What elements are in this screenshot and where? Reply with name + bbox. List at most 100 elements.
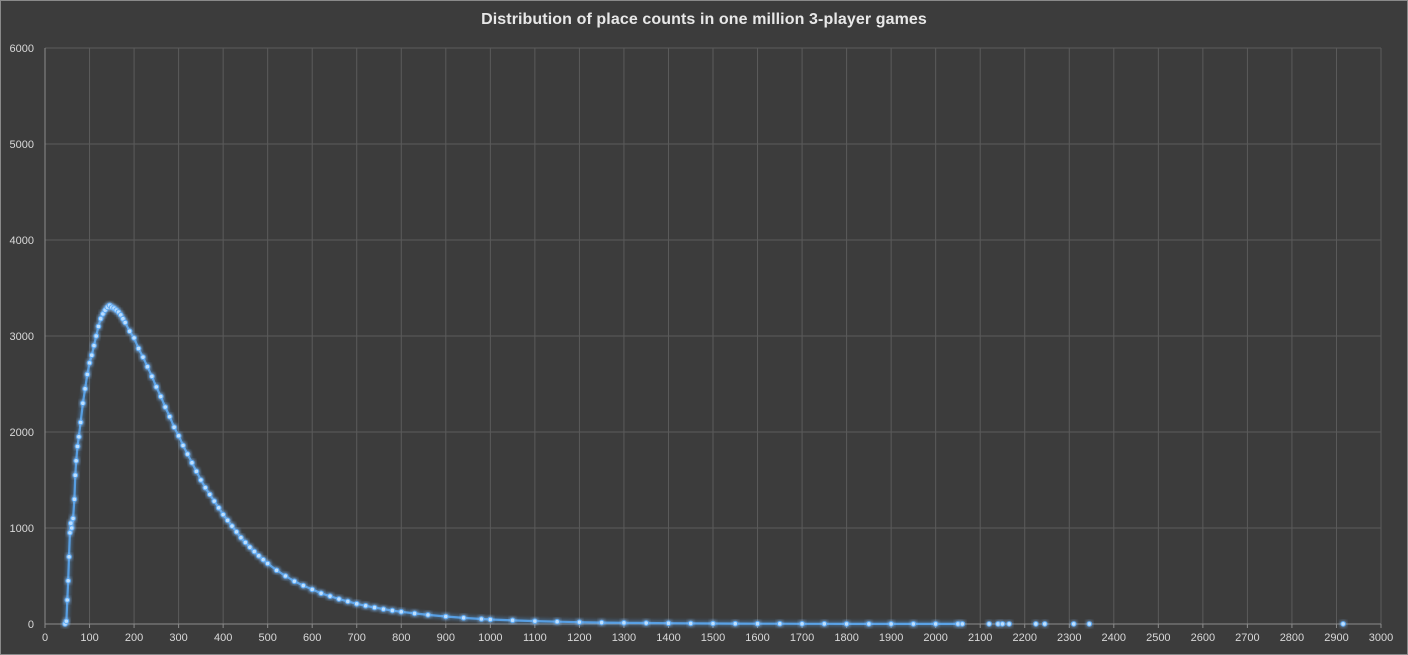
data-point xyxy=(282,573,289,579)
x-tick-label: 2600 xyxy=(1191,632,1215,644)
data-point xyxy=(166,413,173,420)
data-point xyxy=(93,333,100,339)
data-point xyxy=(70,515,76,522)
data-point xyxy=(238,534,244,541)
data-point xyxy=(73,458,79,464)
chart-title: Distribution of place counts in one mill… xyxy=(481,11,927,28)
data-point xyxy=(67,530,73,536)
data-point xyxy=(95,323,102,330)
x-tick-label: 2400 xyxy=(1102,632,1126,644)
data-point xyxy=(91,342,97,349)
x-tick-label: 2700 xyxy=(1235,632,1259,644)
data-point xyxy=(251,548,258,555)
x-tick-label: 600 xyxy=(303,632,321,644)
data-point xyxy=(643,620,650,626)
data-point xyxy=(380,606,387,612)
grid-layer xyxy=(45,47,1382,624)
data-point xyxy=(1041,621,1048,627)
data-point xyxy=(327,593,333,599)
x-tick-label: 1600 xyxy=(745,632,769,644)
data-point xyxy=(260,556,267,563)
data-point xyxy=(732,620,739,627)
data-point xyxy=(398,609,405,615)
data-point xyxy=(1086,621,1093,627)
data-point xyxy=(986,621,992,627)
data-point xyxy=(68,525,75,531)
x-tick-label: 3000 xyxy=(1369,632,1393,644)
x-tick-label: 2300 xyxy=(1057,632,1081,644)
x-tick-label: 1700 xyxy=(790,632,814,644)
x-tick-label: 900 xyxy=(437,632,455,644)
data-point xyxy=(291,578,298,585)
x-tick-label: 500 xyxy=(258,632,276,644)
data-point xyxy=(710,620,716,627)
data-point xyxy=(63,618,70,624)
data-point xyxy=(1033,621,1039,627)
data-point xyxy=(1070,621,1077,627)
data-point xyxy=(598,619,605,626)
data-point xyxy=(68,520,74,527)
data-point xyxy=(1006,621,1012,627)
data-point xyxy=(309,586,316,593)
data-point xyxy=(242,539,249,546)
x-tick-label: 1300 xyxy=(612,632,636,644)
data-point xyxy=(959,621,966,627)
y-tick-label: 6000 xyxy=(10,43,34,55)
data-point xyxy=(76,434,82,440)
data-point xyxy=(224,517,231,524)
data-point xyxy=(180,442,186,449)
data-point xyxy=(215,505,222,511)
data-point xyxy=(843,621,850,627)
data-point xyxy=(487,616,494,623)
data-point xyxy=(999,621,1006,627)
y-tick-label: 3000 xyxy=(10,331,34,343)
data-point xyxy=(273,567,280,574)
data-point xyxy=(171,424,177,431)
data-point xyxy=(247,544,253,551)
data-point xyxy=(665,620,672,627)
data-point xyxy=(135,345,142,352)
data-point xyxy=(255,553,262,559)
x-tick-label: 800 xyxy=(392,632,410,644)
data-point xyxy=(1340,621,1346,627)
x-tick-label: 2800 xyxy=(1280,632,1304,644)
data-point xyxy=(754,620,761,627)
data-point xyxy=(202,484,209,491)
x-tick-label: 1000 xyxy=(478,632,502,644)
x-tick-label: 100 xyxy=(80,632,98,644)
data-point xyxy=(799,621,805,627)
data-point xyxy=(532,618,538,624)
x-tick-label: 2100 xyxy=(968,632,992,644)
data-point xyxy=(229,523,235,529)
data-point xyxy=(318,590,324,597)
data-point xyxy=(233,529,240,535)
data-point xyxy=(86,360,93,366)
y-tick-label: 0 xyxy=(28,619,34,631)
data-point xyxy=(71,496,78,503)
x-tick-label: 2000 xyxy=(923,632,947,644)
data-point xyxy=(910,621,917,627)
x-tick-label: 200 xyxy=(125,632,143,644)
data-point xyxy=(66,554,72,560)
x-tick-label: 300 xyxy=(169,632,187,644)
data-point xyxy=(411,610,418,617)
x-tick-label: 1400 xyxy=(656,632,680,644)
data-point xyxy=(995,621,1001,627)
data-point xyxy=(866,621,872,627)
tick-layer: 0 100 200 300 400 500 600 700 800 900 1000 1100 1200… xyxy=(10,43,1394,644)
data-point xyxy=(777,620,783,627)
x-tick-label: 2500 xyxy=(1146,632,1170,644)
data-point xyxy=(140,354,146,360)
data-point xyxy=(65,578,71,584)
data-point xyxy=(80,400,86,407)
data-point xyxy=(211,498,218,504)
data-point xyxy=(955,621,961,627)
data-point xyxy=(576,619,583,625)
data-point xyxy=(189,459,195,466)
x-tick-label: 2900 xyxy=(1324,632,1348,644)
data-point xyxy=(162,404,169,410)
x-tick-label: 700 xyxy=(348,632,366,644)
data-point xyxy=(336,596,342,602)
